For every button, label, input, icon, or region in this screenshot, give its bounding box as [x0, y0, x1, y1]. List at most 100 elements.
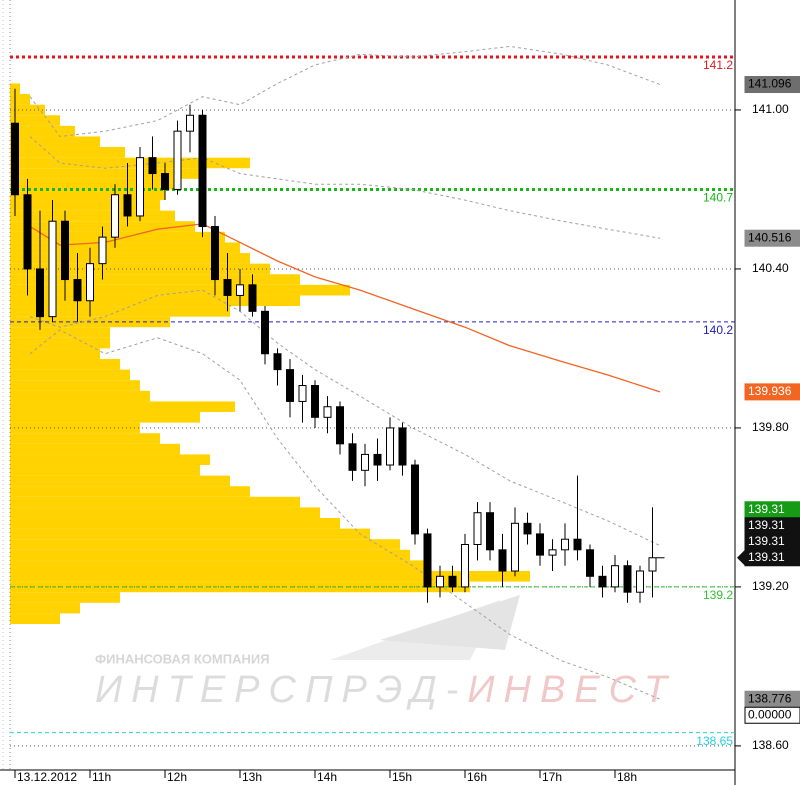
line-value-label: 141.096: [748, 77, 792, 91]
candle-body: [23, 194, 32, 270]
candle-body: [436, 575, 445, 588]
x-tick-label: 11h: [92, 770, 111, 784]
candle-body: [335, 406, 344, 445]
profile-bar: [10, 306, 230, 317]
profile-bar: [10, 242, 240, 254]
x-tick-label: 15h: [392, 770, 412, 784]
profile-bar: [10, 295, 300, 307]
watermark: ФИНАНСОВАЯ КОМПАНИЯ ИНТЕРСПРЭД-ИНВЕСТ: [95, 595, 676, 711]
x-tick-label: 14h: [317, 770, 337, 784]
watermark-name-accent: ИНВЕСТ: [467, 669, 676, 711]
candle-body: [410, 464, 419, 535]
profile-bar: [10, 337, 110, 349]
line-value-label-box: [744, 383, 800, 401]
profile-bar: [10, 348, 100, 360]
candle-body: [273, 353, 282, 371]
profile-bar: [10, 465, 200, 476]
candle-body: [148, 157, 157, 175]
line-value-label: 140.516: [748, 230, 792, 244]
profile-bar: [10, 443, 180, 455]
profile-bar: [10, 369, 130, 381]
profile-bar: [10, 147, 125, 158]
profile-bar: [10, 284, 350, 296]
candle-body: [236, 284, 244, 296]
y-tick-label: 139.20: [752, 579, 789, 593]
logo-shape: [380, 595, 520, 650]
y-tick-label: 139.80: [752, 420, 789, 434]
profile-bar: [10, 549, 410, 561]
level-label: 140.7: [703, 191, 733, 205]
candle-body: [623, 565, 632, 593]
candle-body: [161, 173, 169, 190]
profile-bar: [10, 263, 270, 275]
candle-body: [286, 369, 295, 402]
profile-bar: [10, 210, 175, 222]
last-price-label: 139.31: [748, 550, 785, 564]
profile-bar: [10, 571, 530, 582]
candle-body: [635, 570, 644, 593]
extra-label: 0.00000: [748, 707, 792, 721]
candle-body: [423, 533, 432, 588]
profile-bar: [10, 475, 230, 487]
candle-body: [485, 512, 494, 551]
line-value-label-box: [744, 76, 800, 94]
profile-bar: [10, 157, 250, 169]
candle-body: [598, 575, 607, 588]
level-label: 141.2: [703, 58, 733, 72]
profile-bar: [10, 115, 60, 126]
candle-body: [123, 194, 132, 217]
profile-bar: [10, 613, 60, 625]
x-tick-label: 12h: [167, 770, 187, 784]
candle-body: [548, 549, 557, 556]
x-tick-label: 16h: [467, 770, 487, 784]
profile-bar: [10, 94, 30, 105]
line-value-label-box: [744, 229, 800, 247]
level-label: 138.65: [696, 734, 733, 748]
candle-body: [498, 549, 507, 572]
candle-body: [136, 157, 145, 217]
level-label: 139.2: [703, 588, 733, 602]
candle-body: [323, 406, 332, 418]
indicator-line: [29, 223, 661, 393]
last-price-label: 139.31: [748, 502, 785, 516]
candle-body: [173, 130, 182, 190]
profile-bar: [10, 274, 300, 285]
profile-bar: [10, 486, 250, 497]
indicators: [29, 45, 661, 700]
candle-body: [35, 268, 44, 318]
candle-body: [361, 453, 370, 471]
candle-body: [611, 565, 619, 588]
volume-profile: [10, 83, 530, 625]
candle-body: [560, 538, 569, 551]
profile-bar: [10, 390, 150, 402]
profile-bar: [10, 125, 75, 137]
profile-bar: [10, 104, 45, 116]
profile-bar: [10, 507, 320, 519]
candle-body: [86, 263, 94, 302]
profile-bar: [10, 496, 300, 508]
candle-body: [348, 443, 357, 471]
profile-bar: [10, 168, 200, 179]
profile-bar: [10, 189, 165, 201]
x-axis: 13.12.2012 11h 12h 13h 14h 15h 16h 17h 18h: [9, 0, 637, 784]
profile-bar: [10, 253, 250, 264]
candle-body: [648, 557, 657, 572]
candles: [11, 88, 657, 603]
candle-body: [198, 114, 207, 228]
y-tick-label: 141.00: [752, 102, 789, 116]
profile-bar: [10, 518, 340, 529]
watermark-subtitle: ФИНАНСОВАЯ КОМПАНИЯ: [95, 651, 270, 666]
profile-bar: [10, 433, 160, 444]
y-tick-label: 138.60: [752, 738, 789, 752]
profile-bar: [10, 539, 400, 550]
profile-bar: [10, 327, 110, 338]
last-price-pointer: [737, 549, 745, 566]
candle-body: [473, 512, 482, 546]
last-price-label: 139.31: [748, 534, 785, 548]
profile-bar: [10, 359, 120, 370]
candle-body: [386, 427, 394, 466]
candle-body: [110, 194, 119, 238]
candle-body: [536, 533, 544, 556]
candle-body: [185, 114, 194, 132]
